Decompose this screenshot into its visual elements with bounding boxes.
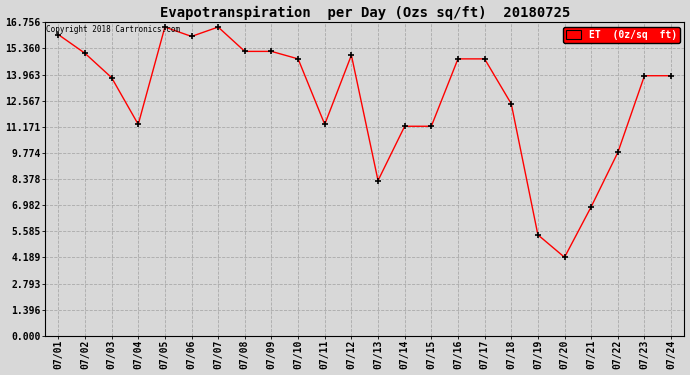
Title: Evapotranspiration  per Day (Ozs sq/ft)  20180725: Evapotranspiration per Day (Ozs sq/ft) 2… — [159, 6, 570, 20]
Text: Copyright 2018 Cartronics.com: Copyright 2018 Cartronics.com — [46, 26, 180, 34]
Legend: ET  (0z/sq  ft): ET (0z/sq ft) — [563, 27, 680, 43]
